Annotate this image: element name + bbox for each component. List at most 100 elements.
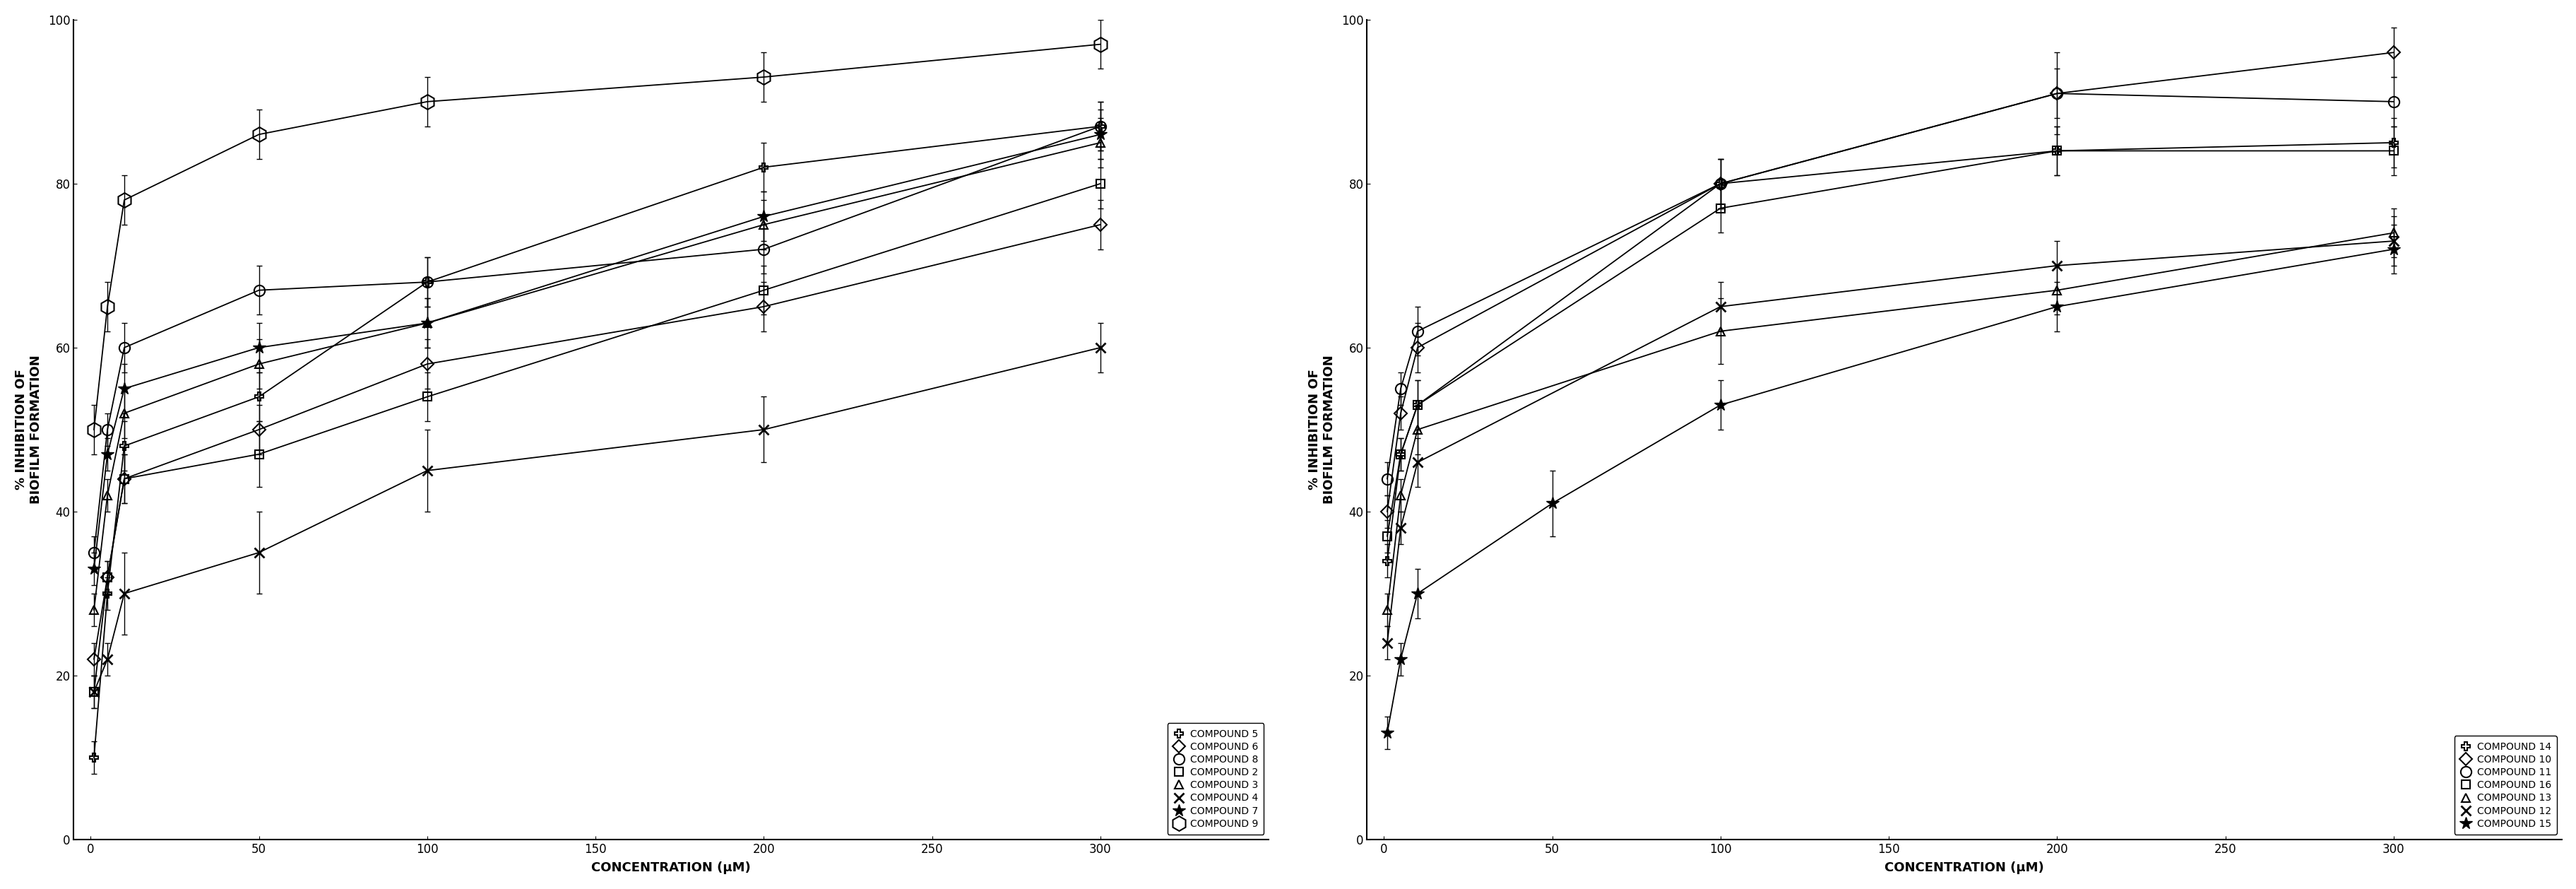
COMPOUND 4 [1084, 342, 1115, 353]
COMPOUND 5 [242, 391, 273, 402]
COMPOUND 10 [2040, 88, 2071, 99]
COMPOUND 15 [2040, 301, 2071, 312]
Line: COMPOUND 10: COMPOUND 10 [1383, 48, 2398, 516]
Line: COMPOUND 3: COMPOUND 3 [90, 138, 1105, 614]
COMPOUND 11 [2378, 96, 2409, 107]
COMPOUND 7 [93, 449, 124, 460]
COMPOUND 16 [2040, 146, 2071, 156]
COMPOUND 4 [93, 653, 124, 664]
COMPOUND 13 [1386, 490, 1417, 501]
COMPOUND 13 [2378, 228, 2409, 238]
COMPOUND 4 [77, 686, 108, 697]
Line: COMPOUND 4: COMPOUND 4 [90, 342, 1105, 697]
COMPOUND 14 [1705, 179, 1736, 189]
COMPOUND 4 [108, 589, 139, 599]
COMPOUND 9 [1084, 39, 1115, 50]
COMPOUND 11 [1401, 326, 1432, 337]
COMPOUND 3 [108, 408, 139, 419]
COMPOUND 8 [242, 284, 273, 295]
COMPOUND 15 [1401, 589, 1432, 599]
COMPOUND 12 [1705, 301, 1736, 312]
COMPOUND 13 [1705, 326, 1736, 337]
COMPOUND 10 [1705, 179, 1736, 189]
COMPOUND 6 [242, 424, 273, 435]
COMPOUND 11 [1705, 179, 1736, 189]
Line: COMPOUND 2: COMPOUND 2 [90, 180, 1105, 696]
COMPOUND 3 [77, 605, 108, 615]
COMPOUND 16 [1370, 531, 1401, 541]
COMPOUND 7 [108, 383, 139, 394]
Y-axis label: % INHIBITION OF
BIOFILM FORMATION: % INHIBITION OF BIOFILM FORMATION [1309, 355, 1334, 504]
COMPOUND 12 [2378, 236, 2409, 246]
COMPOUND 13 [1370, 605, 1401, 615]
COMPOUND 2 [747, 284, 778, 295]
COMPOUND 11 [2040, 88, 2071, 99]
COMPOUND 15 [1386, 653, 1417, 664]
Line: COMPOUND 16: COMPOUND 16 [1383, 147, 2398, 541]
COMPOUND 6 [108, 474, 139, 485]
COMPOUND 16 [1386, 449, 1417, 460]
COMPOUND 16 [1705, 203, 1736, 213]
COMPOUND 8 [1084, 121, 1115, 132]
COMPOUND 16 [1401, 400, 1432, 411]
COMPOUND 5 [412, 276, 443, 287]
Legend: COMPOUND 5, COMPOUND 6, COMPOUND 8, COMPOUND 2, COMPOUND 3, COMPOUND 4, COMPOUND: COMPOUND 5, COMPOUND 6, COMPOUND 8, COMP… [1167, 723, 1262, 835]
COMPOUND 8 [747, 244, 778, 254]
COMPOUND 6 [412, 358, 443, 369]
COMPOUND 10 [1370, 506, 1401, 517]
COMPOUND 3 [1084, 137, 1115, 148]
COMPOUND 15 [1535, 498, 1566, 509]
Line: COMPOUND 14: COMPOUND 14 [1383, 138, 2398, 565]
COMPOUND 2 [412, 391, 443, 402]
COMPOUND 14 [1370, 556, 1401, 566]
COMPOUND 15 [2378, 244, 2409, 254]
Legend: COMPOUND 14, COMPOUND 10, COMPOUND 11, COMPOUND 16, COMPOUND 13, COMPOUND 12, CO: COMPOUND 14, COMPOUND 10, COMPOUND 11, C… [2452, 736, 2555, 835]
Line: COMPOUND 8: COMPOUND 8 [88, 121, 1105, 558]
COMPOUND 8 [77, 548, 108, 558]
COMPOUND 5 [1084, 121, 1115, 132]
X-axis label: CONCENTRATION (μM): CONCENTRATION (μM) [1883, 861, 2043, 874]
COMPOUND 14 [1401, 400, 1432, 411]
COMPOUND 3 [412, 317, 443, 328]
COMPOUND 7 [1084, 129, 1115, 140]
COMPOUND 12 [1401, 457, 1432, 468]
COMPOUND 8 [108, 342, 139, 353]
Line: COMPOUND 13: COMPOUND 13 [1383, 228, 2398, 614]
COMPOUND 13 [1401, 424, 1432, 435]
COMPOUND 6 [93, 572, 124, 582]
COMPOUND 5 [77, 752, 108, 763]
COMPOUND 10 [1401, 342, 1432, 353]
COMPOUND 2 [93, 572, 124, 582]
X-axis label: CONCENTRATION (μM): CONCENTRATION (μM) [592, 861, 750, 874]
COMPOUND 4 [412, 465, 443, 476]
COMPOUND 12 [2040, 260, 2071, 271]
COMPOUND 7 [747, 211, 778, 221]
COMPOUND 4 [747, 424, 778, 435]
COMPOUND 12 [1386, 523, 1417, 533]
COMPOUND 12 [1370, 637, 1401, 648]
COMPOUND 16 [2378, 146, 2409, 156]
COMPOUND 6 [77, 653, 108, 664]
Line: COMPOUND 12: COMPOUND 12 [1381, 236, 2398, 648]
COMPOUND 5 [747, 162, 778, 172]
COMPOUND 7 [242, 342, 273, 353]
COMPOUND 11 [1370, 474, 1401, 485]
COMPOUND 4 [242, 548, 273, 558]
COMPOUND 7 [412, 317, 443, 328]
Line: COMPOUND 11: COMPOUND 11 [1381, 88, 2398, 485]
COMPOUND 10 [2378, 47, 2409, 58]
COMPOUND 9 [108, 195, 139, 205]
COMPOUND 10 [1386, 408, 1417, 419]
COMPOUND 2 [1084, 179, 1115, 189]
COMPOUND 5 [108, 441, 139, 452]
COMPOUND 2 [242, 449, 273, 460]
COMPOUND 2 [108, 474, 139, 485]
COMPOUND 2 [77, 686, 108, 697]
Line: COMPOUND 15: COMPOUND 15 [1381, 243, 2398, 740]
Line: COMPOUND 6: COMPOUND 6 [90, 220, 1105, 663]
COMPOUND 9 [77, 424, 108, 435]
COMPOUND 8 [93, 424, 124, 435]
COMPOUND 3 [747, 220, 778, 230]
COMPOUND 6 [1084, 220, 1115, 230]
COMPOUND 13 [2040, 284, 2071, 295]
